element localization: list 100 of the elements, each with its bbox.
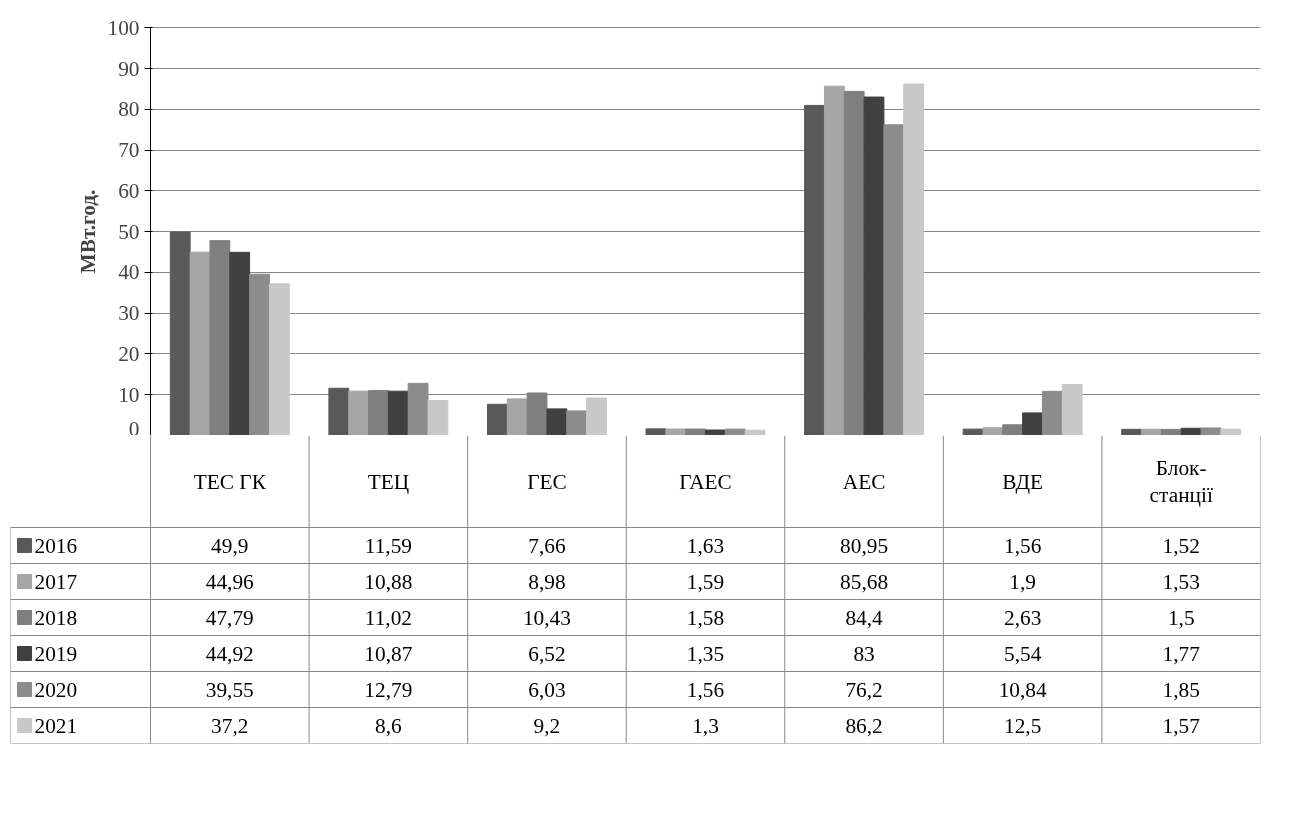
bar bbox=[586, 397, 607, 435]
data-label: 1,52 bbox=[1162, 533, 1200, 558]
x-tick-label: ТЕС ГК bbox=[193, 469, 267, 494]
bar bbox=[486, 403, 508, 435]
data-label: 1,3 bbox=[692, 713, 719, 738]
data-label: 85,68 bbox=[840, 569, 889, 594]
data-label: 1,57 bbox=[1162, 713, 1201, 738]
data-label: 12,79 bbox=[364, 677, 413, 702]
data-label: 5,54 bbox=[1003, 641, 1042, 666]
bar bbox=[328, 387, 350, 435]
legend-label: 2018 bbox=[34, 605, 78, 630]
data-label: 76,2 bbox=[845, 677, 883, 702]
bar bbox=[744, 429, 766, 435]
x-tick-label: Блок-станції bbox=[1149, 456, 1213, 507]
bar bbox=[1200, 427, 1222, 435]
y-tick-label: 90 bbox=[118, 56, 140, 81]
data-label: 49,9 bbox=[211, 533, 249, 558]
data-label: 37,2 bbox=[211, 713, 249, 738]
bar bbox=[506, 398, 528, 435]
x-tick-label: АЕС bbox=[842, 469, 886, 494]
y-tick-label: 70 bbox=[118, 138, 140, 163]
bar bbox=[427, 399, 449, 435]
data-label: 7,66 bbox=[528, 533, 566, 558]
data-label: 1,35 bbox=[686, 641, 725, 666]
x-tick-label: ТЕЦ bbox=[367, 469, 410, 494]
bar bbox=[1002, 424, 1024, 435]
data-label: 84,4 bbox=[845, 605, 884, 630]
bar bbox=[189, 251, 211, 435]
data-label: 47,79 bbox=[205, 605, 254, 630]
data-label: 1,56 bbox=[1003, 533, 1042, 558]
bar bbox=[1220, 428, 1242, 435]
bar bbox=[804, 104, 825, 435]
data-label: 44,92 bbox=[205, 641, 254, 666]
legend-label: 2020 bbox=[34, 677, 78, 702]
legend-label: 2017 bbox=[34, 569, 78, 594]
bar bbox=[962, 428, 984, 435]
data-label: 1,63 bbox=[686, 533, 725, 558]
data-label: 8,6 bbox=[375, 713, 403, 738]
data-label: 1,56 bbox=[686, 677, 725, 702]
data-label: 1,85 bbox=[1162, 677, 1200, 702]
y-tick-label: 80 bbox=[118, 97, 140, 122]
data-label: 6,52 bbox=[528, 641, 566, 666]
y-tick-label: 20 bbox=[118, 341, 140, 366]
y-tick-label: 50 bbox=[118, 219, 140, 244]
y-tick-label: 0 bbox=[128, 416, 140, 441]
bar bbox=[823, 85, 845, 435]
data-label: 86,2 bbox=[845, 713, 883, 738]
data-label: 1,5 bbox=[1167, 605, 1195, 630]
bar bbox=[387, 390, 409, 435]
legend-label: 2019 bbox=[34, 641, 78, 666]
data-label: 10,87 bbox=[364, 641, 413, 666]
data-label: 2,63 bbox=[1003, 605, 1042, 630]
y-axis-title: МВт.год. bbox=[75, 189, 100, 274]
bar bbox=[982, 427, 1004, 435]
bar bbox=[1022, 412, 1043, 435]
data-label: 1,58 bbox=[686, 605, 725, 630]
data-label: 1,77 bbox=[1162, 641, 1201, 666]
y-tick-label: 100 bbox=[107, 15, 140, 40]
data-label: 80,95 bbox=[840, 533, 889, 558]
bar bbox=[724, 428, 746, 435]
data-label: 83 bbox=[853, 641, 875, 666]
y-tick-label: 10 bbox=[118, 382, 140, 407]
data-label: 44,96 bbox=[205, 569, 255, 594]
bar bbox=[268, 283, 290, 435]
bar bbox=[348, 390, 370, 435]
bar bbox=[1160, 428, 1182, 435]
x-tick-label: ГАЕС bbox=[679, 469, 732, 494]
data-label: 11,02 bbox=[364, 605, 412, 630]
data-label: 10,43 bbox=[522, 605, 571, 630]
data-label: 8,98 bbox=[528, 569, 566, 594]
data-label: 1,59 bbox=[686, 569, 725, 594]
data-label: 9,2 bbox=[533, 713, 561, 738]
x-tick-label: ГЕС bbox=[527, 469, 567, 494]
y-tick-label: 40 bbox=[118, 260, 140, 285]
data-label: 11,59 bbox=[364, 533, 412, 558]
bar bbox=[546, 408, 568, 435]
data-label: 1,53 bbox=[1162, 569, 1200, 594]
bar bbox=[566, 410, 588, 435]
bar bbox=[209, 240, 231, 435]
bar bbox=[645, 428, 667, 435]
data-label: 12,5 bbox=[1003, 713, 1042, 738]
bar bbox=[863, 96, 885, 435]
bar bbox=[1141, 428, 1162, 435]
bar bbox=[705, 429, 726, 435]
bar bbox=[903, 83, 925, 435]
bar bbox=[368, 390, 389, 435]
data-label: 6,03 bbox=[528, 677, 566, 702]
bar bbox=[843, 90, 865, 435]
x-tick-label: ВДЕ bbox=[1002, 469, 1044, 494]
y-tick-label: 30 bbox=[118, 301, 140, 326]
data-label: 1,9 bbox=[1009, 569, 1036, 594]
data-label: 10,84 bbox=[998, 677, 1047, 702]
bar bbox=[665, 428, 687, 435]
bar bbox=[685, 428, 706, 435]
y-tick-label: 60 bbox=[118, 178, 140, 203]
bar bbox=[1061, 384, 1083, 435]
data-label: 10,88 bbox=[364, 569, 413, 594]
bar bbox=[169, 231, 191, 435]
legend-label: 2016 bbox=[34, 533, 78, 558]
data-label: 39,55 bbox=[205, 677, 254, 702]
